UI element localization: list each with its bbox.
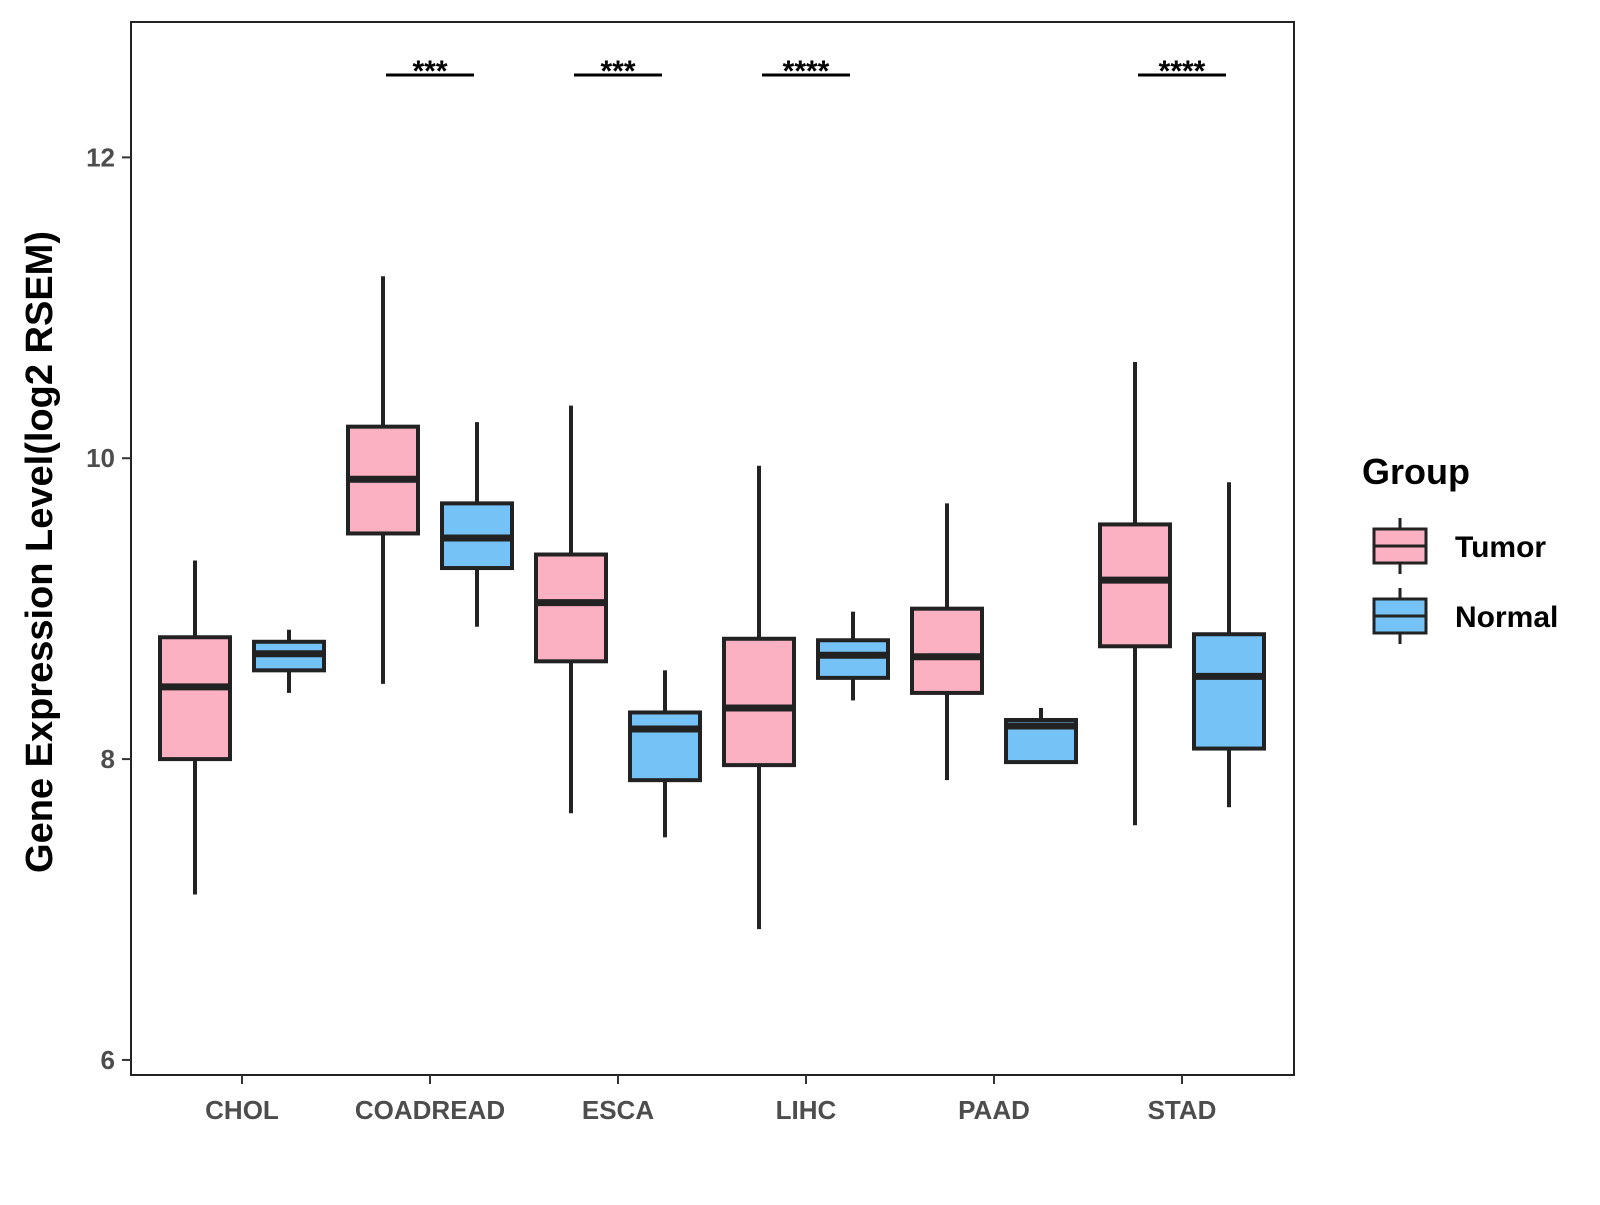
box-lihc-tumor xyxy=(722,465,796,930)
legend: Group Tumor Normal xyxy=(1362,451,1558,644)
box-stad-tumor xyxy=(1098,361,1172,826)
box-lihc-normal xyxy=(816,611,890,701)
legend-label-normal: Normal xyxy=(1455,601,1558,634)
x-tick-label-stad: STAD xyxy=(1148,1095,1217,1125)
plot-layer: *** *** **** **** xyxy=(158,55,1266,930)
legend-title: Group xyxy=(1362,451,1470,492)
box-paad-tumor xyxy=(910,503,984,781)
x-tick-label-lihc: LIHC xyxy=(776,1095,837,1125)
box-chol-normal xyxy=(252,629,326,693)
x-tick-label-chol: CHOL xyxy=(205,1095,279,1125)
significance-label-lihc: **** xyxy=(783,55,830,88)
iqr-box-esca-normal xyxy=(628,710,702,783)
legend-item-normal: Normal xyxy=(1372,588,1558,644)
legend-item-tumor: Tumor xyxy=(1372,518,1546,574)
iqr-box-esca-tumor xyxy=(534,552,608,664)
iqr-box-chol-tumor xyxy=(158,635,232,762)
box-esca-tumor xyxy=(534,405,608,814)
y-axis-title: Gene Expression Level(log2 RSEM) xyxy=(19,231,61,873)
axis-layer: 6 8 10 12 CHOL COADREAD ESCA LIHC PAAD STAD xyxy=(86,142,1216,1125)
box-esca-normal xyxy=(628,670,702,838)
y-tick-label-6: 6 xyxy=(101,1045,115,1075)
y-tick-label-8: 8 xyxy=(101,744,115,774)
significance-label-stad: **** xyxy=(1159,55,1206,88)
significance-label-esca: *** xyxy=(600,55,635,88)
significance-label-coadread: *** xyxy=(412,55,447,88)
plot-panel-border xyxy=(130,21,1295,1076)
box-paad-normal xyxy=(1004,707,1078,765)
y-tick-label-12: 12 xyxy=(86,142,115,172)
box-chol-tumor xyxy=(158,560,232,895)
x-tick-label-coadread: COADREAD xyxy=(355,1095,505,1125)
iqr-box-stad-normal xyxy=(1192,632,1266,751)
box-stad-normal xyxy=(1192,482,1266,808)
iqr-box-stad-tumor xyxy=(1098,522,1172,649)
iqr-box-lihc-tumor xyxy=(722,636,796,768)
x-tick-label-paad: PAAD xyxy=(958,1095,1030,1125)
x-tick-label-esca: ESCA xyxy=(582,1095,654,1125)
iqr-box-paad-tumor xyxy=(910,606,984,695)
y-tick-label-10: 10 xyxy=(86,443,115,473)
box-coadread-normal xyxy=(440,422,514,627)
box-coadread-tumor xyxy=(346,276,420,684)
legend-label-tumor: Tumor xyxy=(1455,531,1546,564)
iqr-box-lihc-normal xyxy=(816,638,890,680)
